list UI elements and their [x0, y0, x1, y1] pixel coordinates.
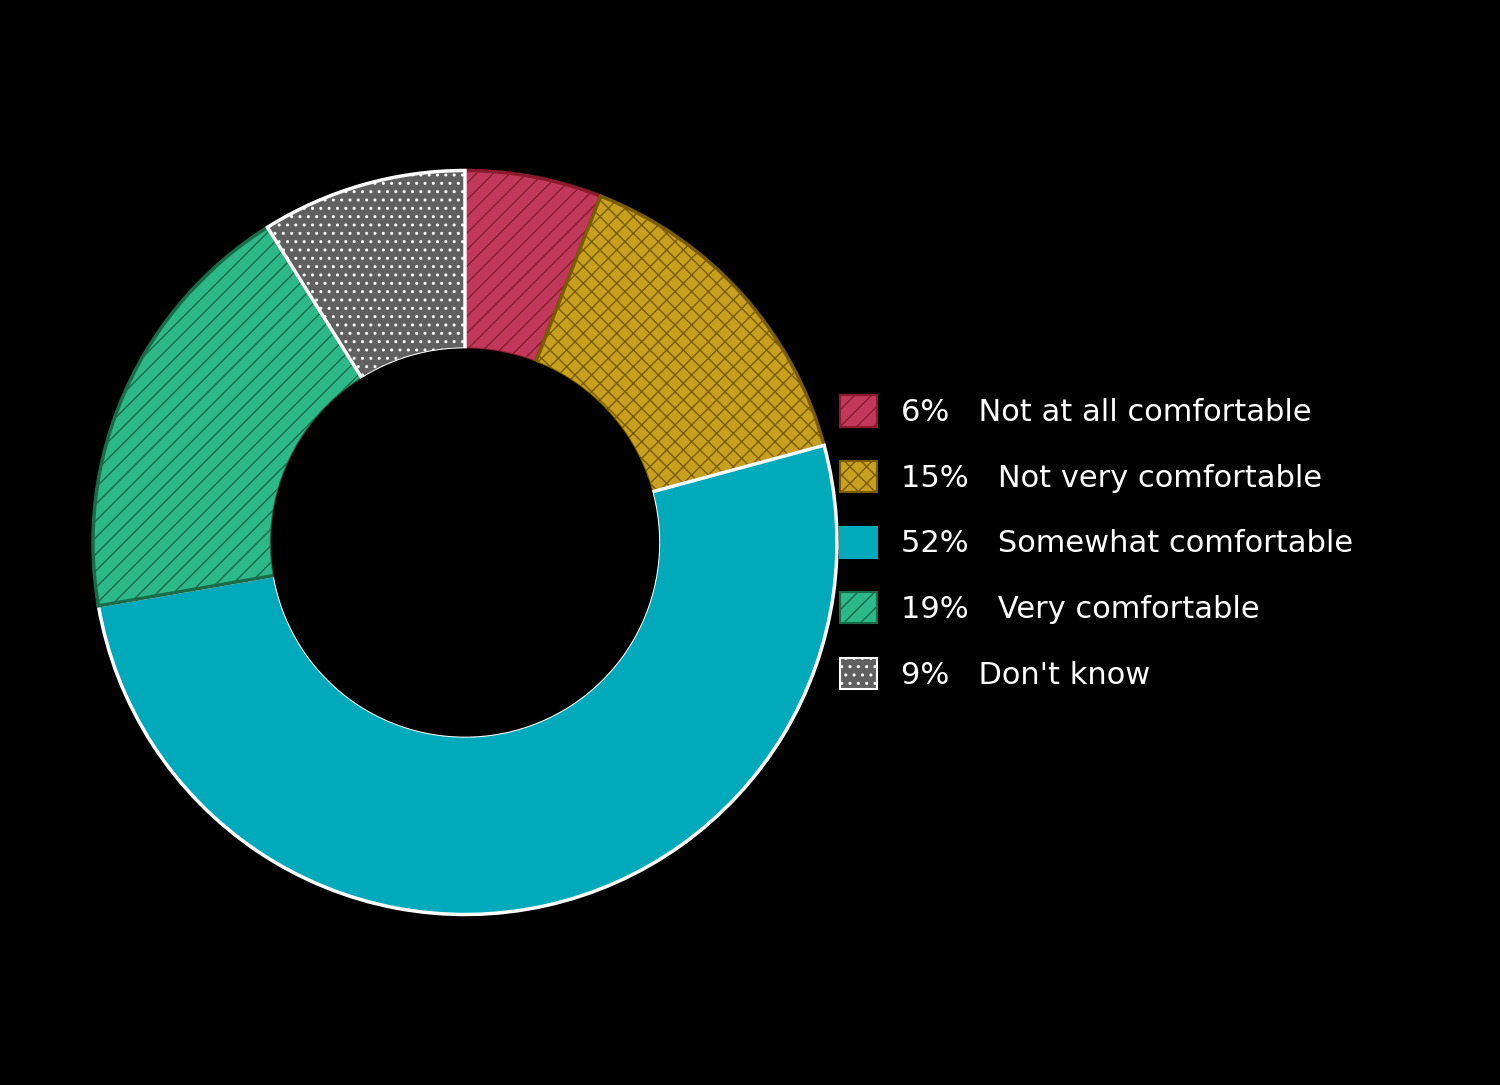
Wedge shape	[465, 170, 600, 362]
Legend: 6%   Not at all comfortable, 15%   Not very comfortable, 52%   Somewhat comforta: 6% Not at all comfortable, 15% Not very …	[840, 395, 1353, 690]
Wedge shape	[536, 196, 824, 492]
Circle shape	[272, 349, 658, 736]
Wedge shape	[99, 445, 837, 915]
Wedge shape	[93, 227, 363, 605]
Wedge shape	[267, 170, 465, 379]
